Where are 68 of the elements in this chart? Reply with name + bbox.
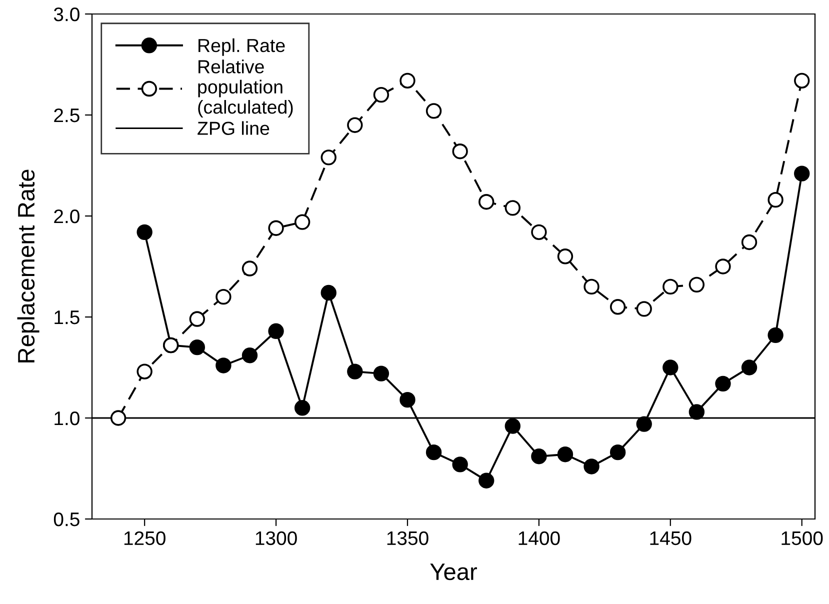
point <box>794 72 810 89</box>
point <box>426 103 442 119</box>
x-tick-label: 1300 <box>256 531 297 546</box>
point <box>794 166 810 182</box>
y-axis-title: Replacement Rate <box>17 170 40 362</box>
point <box>136 224 152 240</box>
x-tick-label: 1350 <box>387 531 428 546</box>
point <box>320 150 336 166</box>
point <box>531 448 547 464</box>
point <box>347 117 363 133</box>
point <box>636 301 652 317</box>
y-tick-label: 1.5 <box>54 310 80 324</box>
point <box>504 418 521 434</box>
point <box>294 400 310 416</box>
x-axis-title: Year <box>430 564 477 580</box>
point <box>373 366 390 382</box>
point <box>584 278 600 295</box>
point <box>478 194 494 210</box>
point <box>347 364 363 380</box>
point <box>452 456 468 472</box>
point <box>216 358 232 374</box>
point <box>110 410 126 426</box>
x-tick-label: 1500 <box>782 531 823 546</box>
point <box>584 458 600 474</box>
point <box>504 200 521 216</box>
y-tick-label: 3.0 <box>54 7 80 22</box>
point <box>268 323 284 339</box>
point <box>688 404 705 420</box>
point <box>189 311 206 327</box>
y-tick-label: 0.5 <box>54 512 80 526</box>
point <box>268 220 284 236</box>
point <box>662 360 678 376</box>
x-tick-label: 1400 <box>518 531 560 546</box>
point <box>610 444 626 460</box>
y-tick-label: 2.0 <box>54 209 80 224</box>
point <box>320 284 336 301</box>
point <box>189 339 206 356</box>
y-tick-label: 2.5 <box>54 108 80 122</box>
legend-label: Repl. Rate <box>198 38 285 56</box>
point <box>136 364 152 380</box>
point <box>688 276 705 293</box>
point <box>557 446 574 462</box>
point <box>768 327 784 344</box>
y-tick-label: 1.0 <box>54 411 80 426</box>
point <box>452 144 468 160</box>
point <box>294 214 310 230</box>
point <box>531 224 547 240</box>
point <box>662 278 678 295</box>
point <box>400 72 416 89</box>
point <box>741 360 758 376</box>
x-tick-label: 1450 <box>650 531 692 546</box>
legend-label: Relative population (calculated) <box>198 60 293 118</box>
point <box>557 248 574 264</box>
point <box>242 348 258 364</box>
point <box>373 86 390 103</box>
point <box>242 260 258 276</box>
x-tick-label: 1250 <box>124 531 166 546</box>
point <box>426 444 442 460</box>
point <box>216 288 232 305</box>
point <box>741 234 758 250</box>
point <box>768 192 784 208</box>
point <box>400 392 416 408</box>
point <box>610 299 626 315</box>
point <box>715 376 731 392</box>
legend-label: ZPG line <box>198 121 270 135</box>
point <box>636 416 652 432</box>
point <box>715 258 731 274</box>
point <box>478 472 494 488</box>
